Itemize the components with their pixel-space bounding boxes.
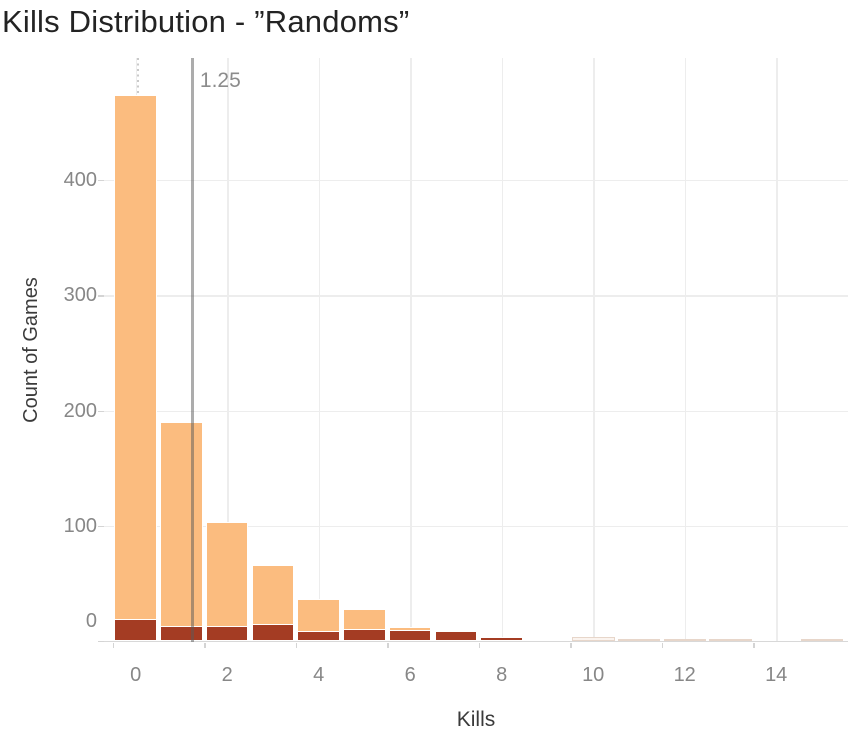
y-tick-mark <box>98 180 104 182</box>
y-tick-label: 300 <box>63 284 97 307</box>
gridline-horizontal <box>104 525 848 528</box>
gridline-vertical <box>227 58 229 642</box>
x-tick-mark <box>204 642 206 648</box>
histogram-bar-dark-red-kills-1[interactable] <box>160 626 203 642</box>
gridline-vertical <box>318 58 321 642</box>
histogram-bar-dark-red-kills-5[interactable] <box>343 628 386 642</box>
y-tick-label: 100 <box>63 514 97 537</box>
y-tick-mark <box>98 295 104 297</box>
x-tick-mark <box>570 642 572 648</box>
x-tick-mark <box>753 642 755 648</box>
histogram-bar-faint-kills-12[interactable] <box>663 638 706 642</box>
x-tick-label: 14 <box>765 664 788 686</box>
x-axis-line <box>104 641 848 643</box>
histogram-bar-faint-kills-10[interactable] <box>572 636 615 642</box>
histogram-bar-dark-red-kills-6[interactable] <box>388 629 432 642</box>
histogram-bar-dark-red-kills-8[interactable] <box>480 636 523 642</box>
histogram-bar-light-orange-kills-1[interactable] <box>160 422 203 642</box>
x-tick-label: 8 <box>496 664 508 686</box>
gridline-vertical <box>684 58 687 642</box>
histogram-bar-faint-kills-11[interactable] <box>617 638 661 642</box>
gridline-vertical <box>776 58 778 642</box>
histogram-bar-dark-red-kills-3[interactable] <box>251 623 295 642</box>
x-tick-label: 0 <box>130 664 142 686</box>
x-axis-title: Kills <box>456 708 496 731</box>
y-tick-mark <box>98 641 104 643</box>
gridline-horizontal <box>104 295 848 297</box>
y-tick-label: 0 <box>85 610 97 633</box>
x-tick-mark <box>295 642 298 648</box>
x-tick-label: 12 <box>673 664 696 686</box>
x-tick-label: 4 <box>313 664 325 686</box>
y-tick-mark <box>98 410 104 412</box>
reference-line-label: 1.25 <box>199 69 241 92</box>
gridline-horizontal <box>104 180 848 182</box>
x-tick-mark <box>387 642 389 648</box>
gridline-vertical <box>410 58 412 642</box>
histogram-bar-light-orange-kills-2[interactable] <box>205 522 249 642</box>
y-tick-label: 200 <box>63 399 97 422</box>
gridline-vertical <box>501 58 504 642</box>
x-tick-mark <box>112 642 115 648</box>
x-tick-label: 10 <box>582 664 605 686</box>
histogram-bar-faint-kills-15[interactable] <box>800 638 844 642</box>
y-tick-label: 400 <box>63 169 97 191</box>
histogram-bar-dark-red-kills-2[interactable] <box>205 626 249 642</box>
x-tick-mark <box>478 642 481 648</box>
chart-title: Kills Distribution - ”Randoms” <box>2 4 410 39</box>
gridline-horizontal <box>104 410 848 412</box>
y-tick-mark <box>98 525 104 528</box>
gridline-vertical <box>593 58 595 642</box>
histogram-bar-dark-red-kills-4[interactable] <box>297 630 340 642</box>
x-tick-label: 6 <box>404 664 416 686</box>
histogram-bar-faint-kills-13[interactable] <box>709 638 752 642</box>
x-tick-mark <box>661 642 664 648</box>
histogram-bar-dark-red-kills-7[interactable] <box>434 630 478 642</box>
histogram-bar-dark-red-kills-0[interactable] <box>114 619 157 642</box>
reference-line <box>191 58 195 643</box>
histogram-bar-light-orange-kills-0[interactable] <box>114 94 157 642</box>
x-tick-label: 2 <box>221 664 233 686</box>
